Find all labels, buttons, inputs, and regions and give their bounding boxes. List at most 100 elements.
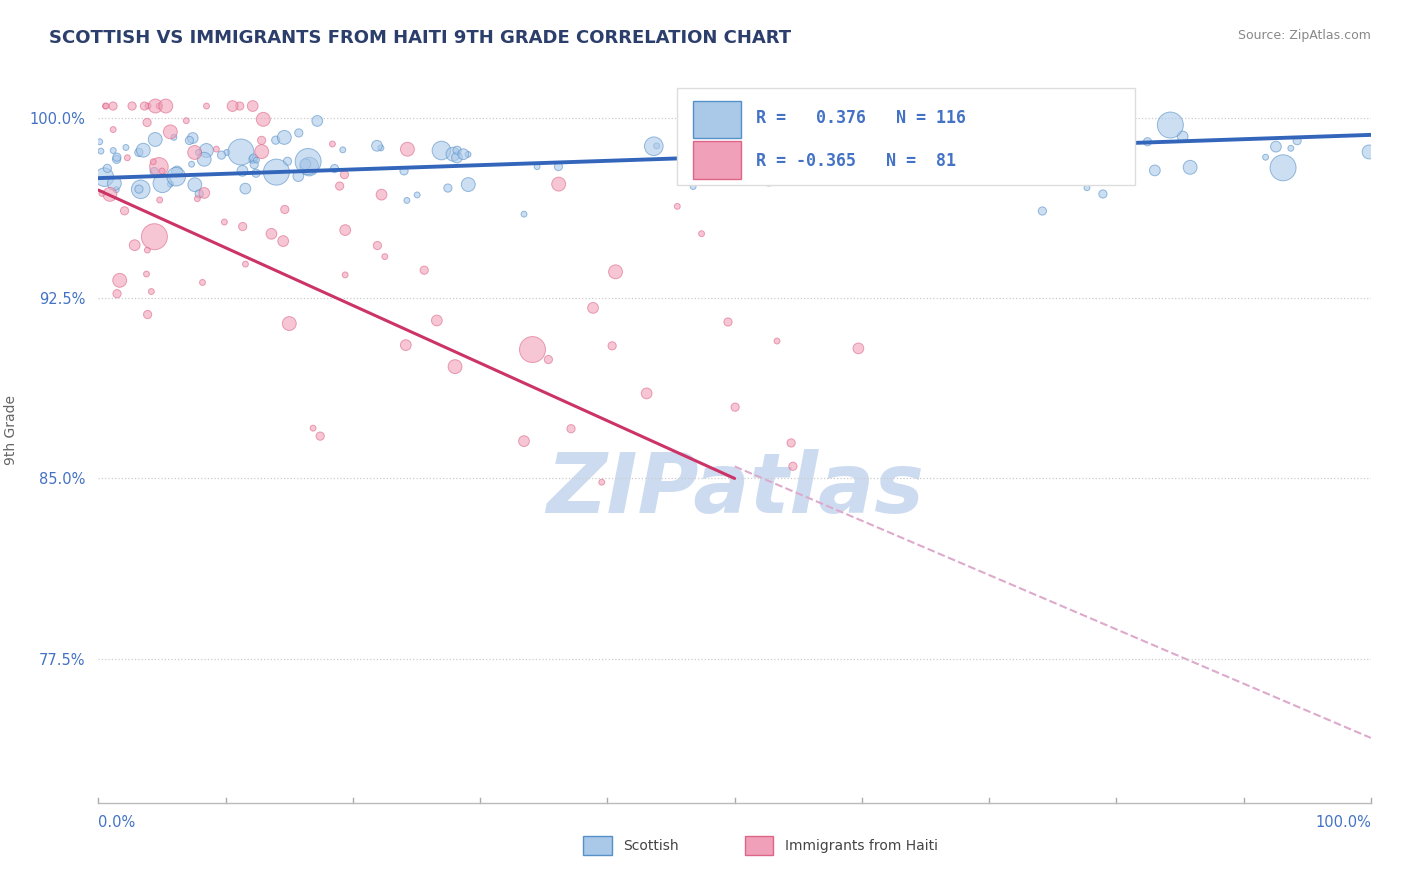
Point bbox=[856, 130, 879, 145]
Point bbox=[159, 177, 181, 191]
Point bbox=[796, 140, 818, 154]
Point bbox=[426, 313, 449, 327]
Point bbox=[335, 223, 357, 237]
Point bbox=[211, 148, 233, 162]
Point bbox=[105, 150, 128, 164]
Point bbox=[1159, 118, 1181, 132]
Point bbox=[193, 186, 215, 200]
Point bbox=[766, 334, 789, 348]
Point bbox=[136, 115, 159, 129]
Point bbox=[165, 169, 187, 184]
Point bbox=[457, 147, 479, 161]
Point bbox=[114, 203, 136, 218]
Point bbox=[366, 138, 388, 153]
Point bbox=[231, 164, 253, 178]
Point bbox=[143, 164, 166, 178]
Point bbox=[717, 315, 740, 329]
Point bbox=[98, 187, 121, 202]
Point bbox=[1090, 128, 1112, 143]
Point bbox=[143, 229, 166, 244]
Point bbox=[828, 152, 851, 166]
Text: Immigrants from Haiti: Immigrants from Haiti bbox=[785, 838, 938, 853]
Point bbox=[148, 99, 170, 113]
Point bbox=[180, 157, 202, 171]
Point bbox=[245, 153, 267, 167]
Point bbox=[89, 135, 111, 149]
Point bbox=[827, 149, 849, 163]
Point bbox=[129, 182, 152, 196]
Point bbox=[453, 147, 475, 161]
Text: R =   0.376   N = 116: R = 0.376 N = 116 bbox=[756, 109, 966, 127]
Point bbox=[682, 179, 704, 194]
Point bbox=[179, 133, 201, 147]
Point bbox=[266, 165, 288, 179]
Point bbox=[832, 165, 855, 179]
Point bbox=[252, 112, 274, 127]
Point bbox=[294, 157, 316, 171]
Point bbox=[882, 154, 904, 169]
Point bbox=[848, 342, 870, 356]
Point bbox=[1045, 151, 1067, 165]
Point bbox=[108, 273, 131, 287]
Y-axis label: 9th Grade: 9th Grade bbox=[4, 395, 18, 466]
Point bbox=[103, 144, 125, 158]
Point bbox=[150, 176, 173, 190]
Point bbox=[547, 160, 569, 174]
Point bbox=[370, 187, 392, 202]
Point bbox=[1054, 150, 1077, 164]
Point bbox=[782, 459, 804, 474]
Point bbox=[134, 99, 156, 113]
Text: 100.0%: 100.0% bbox=[1315, 814, 1371, 830]
Point bbox=[136, 99, 159, 113]
Point bbox=[582, 301, 605, 315]
Point bbox=[1358, 145, 1381, 159]
Point bbox=[195, 144, 218, 158]
Point bbox=[724, 400, 747, 414]
Point bbox=[779, 160, 801, 174]
Point bbox=[298, 160, 321, 174]
Point bbox=[406, 188, 429, 202]
Point bbox=[392, 164, 415, 178]
Point bbox=[101, 99, 124, 113]
Point bbox=[837, 168, 859, 182]
Point bbox=[150, 164, 173, 178]
Point bbox=[882, 170, 904, 185]
Point bbox=[115, 140, 138, 154]
Point bbox=[689, 148, 711, 162]
Text: ZIPatlas: ZIPatlas bbox=[546, 450, 924, 531]
Point bbox=[605, 265, 627, 279]
Point bbox=[271, 234, 294, 248]
Point bbox=[307, 114, 329, 128]
Point bbox=[121, 99, 143, 113]
Point bbox=[446, 143, 468, 157]
Point bbox=[804, 139, 827, 153]
Point bbox=[148, 160, 170, 174]
Point bbox=[765, 128, 787, 142]
Point bbox=[751, 153, 773, 168]
Point bbox=[149, 193, 172, 207]
Point bbox=[221, 99, 243, 113]
Point bbox=[333, 268, 356, 282]
Point bbox=[675, 170, 697, 185]
Point bbox=[323, 161, 346, 176]
Point bbox=[124, 238, 146, 252]
Point bbox=[193, 153, 215, 167]
Point bbox=[191, 276, 214, 290]
Point bbox=[688, 130, 710, 145]
Point bbox=[96, 161, 118, 176]
Point bbox=[276, 154, 298, 169]
Point bbox=[537, 352, 560, 367]
Point bbox=[513, 434, 536, 449]
Point bbox=[395, 338, 418, 352]
Point bbox=[413, 263, 436, 277]
Point bbox=[758, 172, 780, 186]
Point bbox=[141, 285, 163, 299]
Text: Source: ZipAtlas.com: Source: ZipAtlas.com bbox=[1237, 29, 1371, 42]
Point bbox=[274, 202, 297, 217]
Point bbox=[457, 178, 479, 192]
Point bbox=[132, 143, 155, 157]
Point bbox=[214, 215, 236, 229]
Point bbox=[105, 183, 128, 197]
Point bbox=[183, 145, 205, 160]
Point bbox=[441, 147, 464, 161]
